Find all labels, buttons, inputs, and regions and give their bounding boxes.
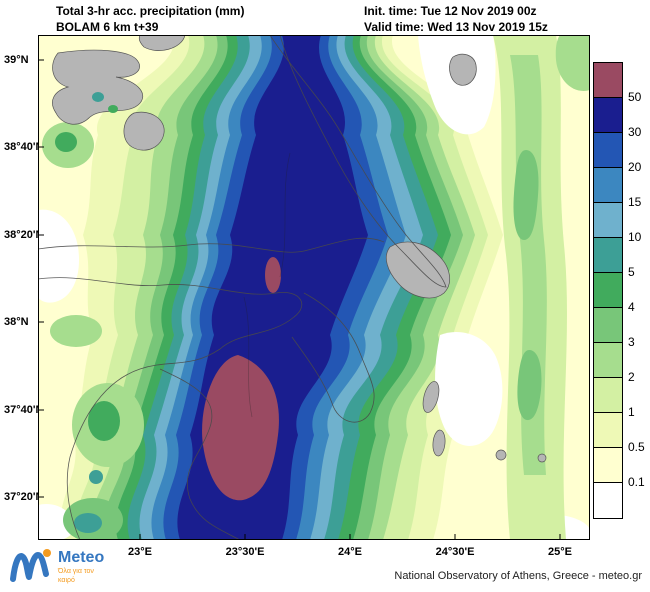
heavy-rain-cores [202, 257, 281, 501]
colorbar-label-6: 4 [628, 300, 635, 314]
model-label: BOLAM 6 km t+39 [56, 19, 159, 34]
lon-label-2: 24°E [338, 546, 362, 558]
coastal-rain-spots [92, 92, 118, 113]
colorbar-swatch [594, 378, 622, 413]
colorbar-swatch [594, 98, 622, 133]
western-rain-patches [42, 122, 144, 540]
colorbar-swatch [594, 308, 622, 343]
header-right: Init. time: Tue 12 Nov 2019 00z Valid ti… [364, 4, 548, 35]
lat-label-0: 39°N [4, 54, 29, 66]
colorbar-swatch [594, 238, 622, 273]
colorbar-label-11: 0.1 [628, 475, 645, 489]
lon-label-4: 25°E [548, 546, 572, 558]
header-left: Total 3-hr acc. precipitation (mm) BOLAM… [56, 4, 244, 35]
colorbar-swatch [594, 448, 622, 483]
colorbar-swatch [594, 483, 622, 518]
colorbar-label-3: 15 [628, 195, 642, 209]
colorbar-label-8: 2 [628, 370, 635, 384]
colorbar-swatches [593, 62, 623, 519]
eastern-rain-stripe [493, 35, 590, 540]
colorbar: 50 30 20 15 10 5 4 3 2 1 0.5 0.1 [593, 62, 649, 519]
map-frame [38, 35, 590, 540]
credit-text: National Observatory of Athens, Greece -… [394, 570, 642, 582]
map-title: Total 3-hr acc. precipitation (mm) [56, 4, 245, 18]
lat-label-4: 37°40'N [4, 404, 44, 416]
colorbar-label-5: 5 [628, 265, 635, 279]
logo-dot [43, 549, 51, 557]
precipitation-field [60, 35, 503, 540]
init-time: Init. time: Tue 12 Nov 2019 00z [364, 4, 537, 18]
logo-brand-text: Meteo [58, 549, 105, 566]
lon-label-0: 23°E [128, 546, 152, 558]
colorbar-swatch [594, 343, 622, 378]
logo-text-block: Meteo Όλα για τον καιρό [58, 544, 112, 585]
logo-tagline: Όλα για τον καιρό [58, 567, 94, 584]
coastlines [38, 35, 447, 540]
colorbar-swatch [594, 203, 622, 238]
lon-label-1: 23°30'E [225, 546, 265, 558]
colorbar-label-0: 50 [628, 90, 642, 104]
colorbar-swatch [594, 413, 622, 448]
colorbar-swatch [594, 168, 622, 203]
colorbar-swatch [594, 273, 622, 308]
colorbar-label-10: 0.5 [628, 440, 645, 454]
colorbar-label-1: 30 [628, 125, 642, 139]
colorbar-label-2: 20 [628, 160, 642, 174]
lat-label-5: 37°20'N [4, 491, 44, 503]
land-areas [52, 35, 547, 463]
logo-m-stroke [10, 552, 49, 582]
map-border [38, 35, 590, 540]
colorbar-label-7: 3 [628, 335, 635, 349]
lat-label-2: 38°20'N [4, 229, 44, 241]
meteo-logo: Meteo Όλα για τον καιρό [8, 544, 112, 586]
colorbar-label-4: 10 [628, 230, 642, 244]
precipitation-map [38, 35, 590, 540]
lat-label-3: 38°N [4, 316, 29, 328]
meteo-m-icon [10, 549, 51, 582]
lon-label-3: 24°30'E [435, 546, 475, 558]
valid-time: Valid time: Wed 13 Nov 2019 15z [364, 19, 548, 34]
lat-label-1: 38°40'N [4, 141, 44, 153]
admin-borders [243, 152, 291, 418]
colorbar-swatch [594, 63, 622, 98]
colorbar-swatch [594, 133, 622, 168]
colorbar-label-9: 1 [628, 405, 635, 419]
